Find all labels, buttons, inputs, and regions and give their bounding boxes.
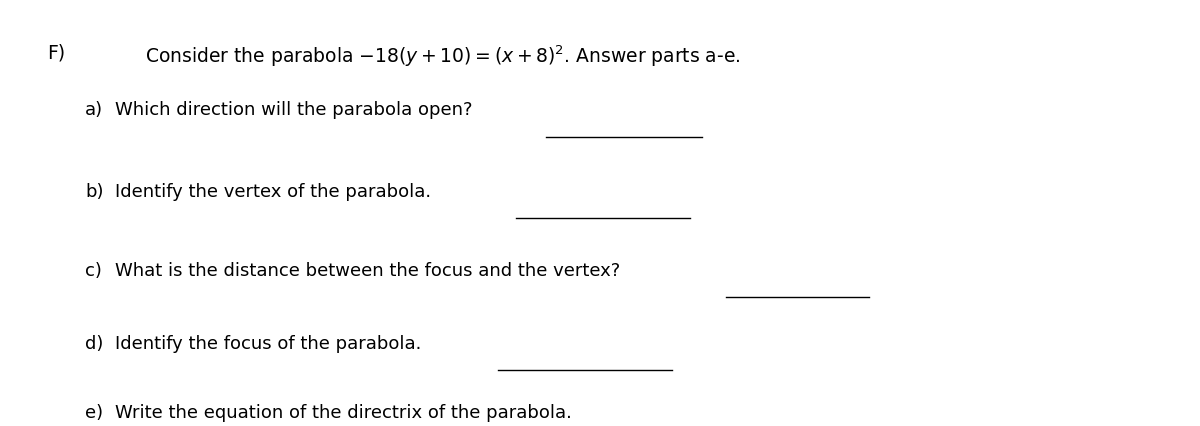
- Text: What is the distance between the focus and the vertex?: What is the distance between the focus a…: [115, 262, 620, 280]
- Text: Identify the vertex of the parabola.: Identify the vertex of the parabola.: [115, 183, 431, 201]
- Text: b): b): [85, 183, 103, 201]
- Text: F): F): [47, 43, 65, 62]
- Text: Consider the parabola $-18(y+10)=(x+8)^2$. Answer parts a-e.: Consider the parabola $-18(y+10)=(x+8)^2…: [145, 43, 740, 69]
- Text: a): a): [85, 101, 103, 119]
- Text: c): c): [85, 262, 102, 280]
- Text: Write the equation of the directrix of the parabola.: Write the equation of the directrix of t…: [115, 403, 572, 421]
- Text: e): e): [85, 403, 103, 421]
- Text: Identify the focus of the parabola.: Identify the focus of the parabola.: [115, 335, 421, 353]
- Text: Which direction will the parabola open?: Which direction will the parabola open?: [115, 101, 473, 119]
- Text: d): d): [85, 335, 103, 353]
